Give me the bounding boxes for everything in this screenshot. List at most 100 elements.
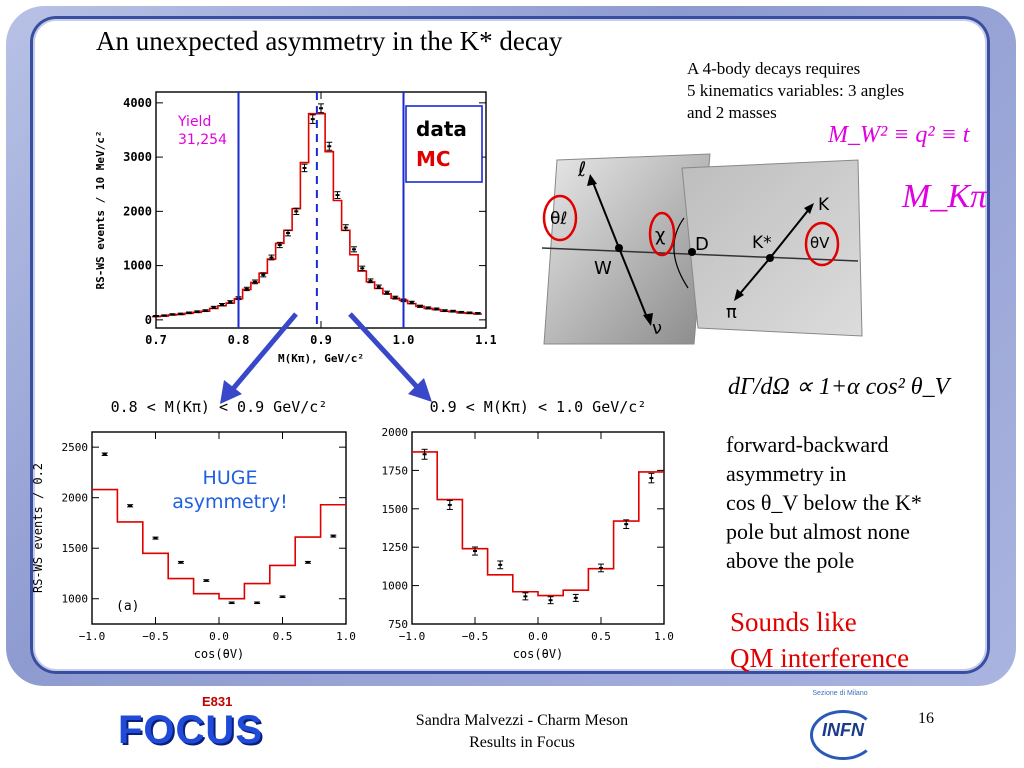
label-d: D <box>695 234 709 255</box>
y-tick-label: 1750 <box>382 464 409 477</box>
neutrino-arrow <box>618 247 649 321</box>
theta-v-circle <box>804 221 840 267</box>
formula-mkpi: M_Kπ <box>902 178 988 215</box>
x-tick-label: 1.0 <box>654 630 674 643</box>
mc-histogram <box>412 451 664 597</box>
decay-formula: dΓ/dΩ ∝ 1+α cos² θ_V <box>728 374 950 400</box>
legend-box <box>405 105 483 183</box>
x-axis-label: M(Kπ), GeV/c² <box>278 352 364 365</box>
mc-histogram <box>92 488 346 600</box>
formula-mw: M_W² ≡ q² ≡ t <box>828 122 970 148</box>
mass-chart: 0.7 0.8 0.9 1.0 1.1 0 1000 2000 3000 4000 M(Kπ), G… <box>94 91 496 365</box>
label-ell: ℓ <box>577 157 586 181</box>
conclusion-line: asymmetry in <box>726 461 847 486</box>
kaon-arrow <box>769 207 811 259</box>
label-pi: π <box>726 302 737 323</box>
yield-annotation: Yield <box>177 114 211 130</box>
w-vertex <box>615 244 623 252</box>
x-tick-label: −0.5 <box>142 630 169 643</box>
infn-text: INFN <box>822 720 864 740</box>
plane-w <box>543 153 711 345</box>
infn-sub-text: Sezione di Milano <box>812 690 868 697</box>
footer-line: Results in Focus <box>469 734 575 751</box>
e831-text: E831 <box>200 694 235 709</box>
infn-ring <box>810 710 876 760</box>
theta-l-circle <box>542 194 578 242</box>
huge-asymmetry-annotation: HUGE <box>203 467 258 489</box>
requirements-text: A 4-body decays requires 5 kinematics va… <box>687 58 904 124</box>
x-axis-label: cos(θV) <box>513 647 564 661</box>
conclusion-line: forward-backward <box>726 432 889 457</box>
d-vertex <box>688 248 696 256</box>
yield-annotation: 31,254 <box>178 132 227 148</box>
chart-title: 0.8 < M(Kπ) < 0.9 GeV/c² <box>111 398 328 416</box>
kstar-vertex <box>766 254 774 262</box>
label-kstar: K* <box>752 233 772 253</box>
y-tick-label: 0 <box>145 313 152 327</box>
y-axis-label: RS-WS events / 0.2 <box>31 463 45 593</box>
requirements-line: and 2 masses <box>687 103 777 122</box>
plane-k <box>681 159 863 337</box>
y-tick-label: 750 <box>388 618 408 631</box>
arrow-right-head <box>408 378 432 402</box>
x-tick-label: 0.5 <box>591 630 611 643</box>
lepton-arrow-head <box>587 174 597 186</box>
y-tick-label: 1000 <box>62 593 89 606</box>
x-axis-label: cos(θV) <box>194 647 245 661</box>
focus-text: FOCUS <box>118 708 263 752</box>
x-tick-label: 1.1 <box>475 333 496 347</box>
cos-chart-high: −1.0 −0.5 0.0 0.5 1.0 750 1000 1250 1500 1750 2000… <box>382 398 674 661</box>
x-tick-label: −1.0 <box>399 630 426 643</box>
zoom-arrows <box>220 312 432 404</box>
lepton-arrow <box>591 179 620 249</box>
y-tick-label: 2000 <box>382 426 409 439</box>
legend-data: data <box>416 117 467 141</box>
conclusion-line: pole but almost none <box>726 519 910 544</box>
y-tick-label: 4000 <box>123 96 152 110</box>
infn-logo: Sezione di Milano INFN <box>800 688 884 760</box>
label-theta-v: θV <box>810 234 830 252</box>
x-tick-label: 0.0 <box>528 630 548 643</box>
x-tick-label: 0.7 <box>145 333 167 347</box>
requirements-line: 5 kinematics variables: 3 angles <box>687 81 905 100</box>
huge-asymmetry-annotation: asymmetry! <box>172 491 288 513</box>
x-tick-label: 1.0 <box>393 333 415 347</box>
legend-mc: MC <box>416 147 451 171</box>
pion-arrow-head <box>734 289 744 301</box>
label-theta-l: θℓ <box>550 209 567 229</box>
y-tick-label: 1250 <box>382 541 409 554</box>
x-tick-label: 1.0 <box>336 630 356 643</box>
label-nu: ν <box>652 318 662 339</box>
label-k: K <box>818 195 830 215</box>
label-w: W <box>594 258 612 279</box>
y-tick-label: 2000 <box>123 204 152 218</box>
y-axis-label: RS-WS events / 10 MeV/c² <box>94 131 107 290</box>
cos-chart-low: −1.0 −0.5 0.0 0.5 1.0 1000 1500 2000 2500 cos(θV)… <box>31 398 356 661</box>
chart-title: 0.9 < M(Kπ) < 1.0 GeV/c² <box>430 398 647 416</box>
neutrino-arrow-head <box>643 313 653 326</box>
focus-logo: E831 FOCUS <box>118 694 262 758</box>
pion-arrow <box>737 257 771 297</box>
decay-axis <box>541 247 859 262</box>
red-line: QM interference <box>730 643 910 673</box>
footer-text: Sandra Malvezzi - Charm Meson Results in… <box>376 710 668 754</box>
chi-circle <box>648 211 676 257</box>
chi-arc <box>673 217 689 289</box>
x-tick-label: 0.9 <box>310 333 332 347</box>
page-number: 16 <box>918 710 934 727</box>
y-tick-label: 1500 <box>62 542 89 555</box>
arrow-right <box>348 312 420 390</box>
decay-diagram: ℓ θℓ χ D W ν K* K θV π <box>512 148 876 362</box>
x-tick-label: 0.0 <box>209 630 229 643</box>
requirements-line: A 4-body decays requires <box>687 59 861 78</box>
label-chi: χ <box>655 225 665 246</box>
x-tick-label: −1.0 <box>79 630 106 643</box>
panel-label: (a) <box>116 599 139 614</box>
y-tick-label: 2000 <box>62 492 89 505</box>
y-tick-label: 2500 <box>62 441 89 454</box>
conclusion-text: forward-backward asymmetry in cos θ_V be… <box>726 430 922 575</box>
conclusion-line: above the pole <box>726 548 855 573</box>
kaon-arrow-head <box>804 203 814 214</box>
qm-interference-text: Sounds like QM interference <box>730 604 909 676</box>
y-tick-label: 1000 <box>382 580 409 593</box>
